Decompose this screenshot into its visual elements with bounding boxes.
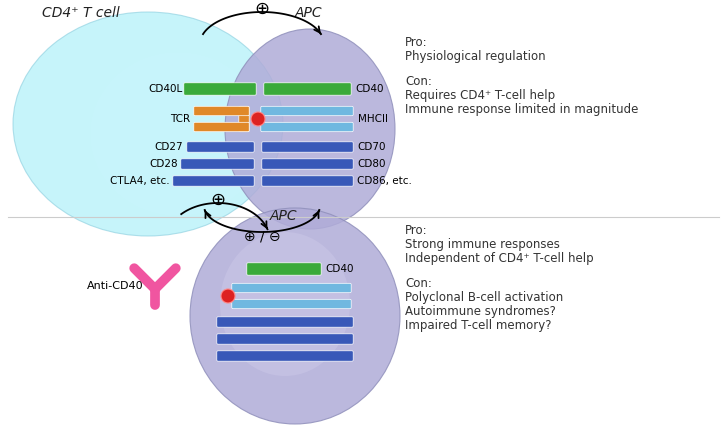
- Text: CD28: CD28: [149, 159, 178, 169]
- Text: Con:: Con:: [405, 75, 432, 88]
- Text: Strong immune responses: Strong immune responses: [405, 238, 560, 251]
- FancyBboxPatch shape: [217, 317, 353, 327]
- Text: ⊕ / ⊖: ⊕ / ⊖: [244, 229, 281, 243]
- Text: CD40: CD40: [325, 264, 353, 274]
- Text: Impaired T-cell memory?: Impaired T-cell memory?: [405, 319, 552, 332]
- FancyBboxPatch shape: [261, 122, 353, 132]
- Text: Requires CD4⁺ T-cell help: Requires CD4⁺ T-cell help: [405, 89, 555, 102]
- Ellipse shape: [190, 208, 400, 424]
- Ellipse shape: [90, 52, 266, 216]
- FancyBboxPatch shape: [262, 142, 353, 152]
- Text: TCR: TCR: [170, 114, 190, 124]
- FancyBboxPatch shape: [232, 299, 351, 309]
- Circle shape: [221, 289, 235, 303]
- FancyBboxPatch shape: [261, 106, 353, 116]
- Text: Immune response limited in magnitude: Immune response limited in magnitude: [405, 103, 638, 116]
- Text: Independent of CD4⁺ T-cell help: Independent of CD4⁺ T-cell help: [405, 252, 594, 265]
- Text: Pro:: Pro:: [405, 36, 427, 49]
- Text: CD70: CD70: [357, 142, 385, 152]
- FancyBboxPatch shape: [194, 106, 249, 116]
- FancyBboxPatch shape: [181, 159, 254, 169]
- Text: Physiological regulation: Physiological regulation: [405, 50, 546, 63]
- Text: ⊕: ⊕: [210, 191, 225, 209]
- FancyBboxPatch shape: [262, 159, 353, 169]
- Text: CD40L: CD40L: [149, 84, 183, 94]
- Text: APC: APC: [295, 6, 323, 20]
- Text: CTLA4, etc.: CTLA4, etc.: [111, 176, 170, 186]
- FancyBboxPatch shape: [194, 122, 249, 132]
- Text: Autoimmune syndromes?: Autoimmune syndromes?: [405, 305, 556, 318]
- FancyBboxPatch shape: [262, 176, 353, 186]
- Text: CD40: CD40: [355, 84, 384, 94]
- Text: MHCII: MHCII: [358, 114, 388, 124]
- Ellipse shape: [225, 29, 395, 229]
- Text: CD86, etc.: CD86, etc.: [357, 176, 412, 186]
- FancyBboxPatch shape: [246, 263, 321, 275]
- Circle shape: [251, 112, 265, 126]
- Text: CD80: CD80: [357, 159, 385, 169]
- FancyBboxPatch shape: [184, 83, 256, 95]
- FancyBboxPatch shape: [217, 334, 353, 344]
- Text: APC: APC: [270, 209, 297, 223]
- FancyBboxPatch shape: [187, 142, 254, 152]
- FancyBboxPatch shape: [264, 83, 351, 95]
- FancyBboxPatch shape: [238, 106, 249, 132]
- Text: CD4⁺ T cell: CD4⁺ T cell: [42, 6, 120, 20]
- Text: Anti-CD40: Anti-CD40: [87, 281, 143, 291]
- Ellipse shape: [13, 12, 283, 236]
- Text: Polyclonal B-cell activation: Polyclonal B-cell activation: [405, 291, 563, 304]
- FancyBboxPatch shape: [217, 351, 353, 361]
- Text: ⊕: ⊕: [254, 0, 270, 18]
- Text: Con:: Con:: [405, 277, 432, 290]
- Text: CD27: CD27: [154, 142, 183, 152]
- FancyBboxPatch shape: [232, 283, 351, 293]
- Ellipse shape: [220, 232, 350, 376]
- FancyBboxPatch shape: [173, 176, 254, 186]
- Text: Pro:: Pro:: [405, 224, 427, 237]
